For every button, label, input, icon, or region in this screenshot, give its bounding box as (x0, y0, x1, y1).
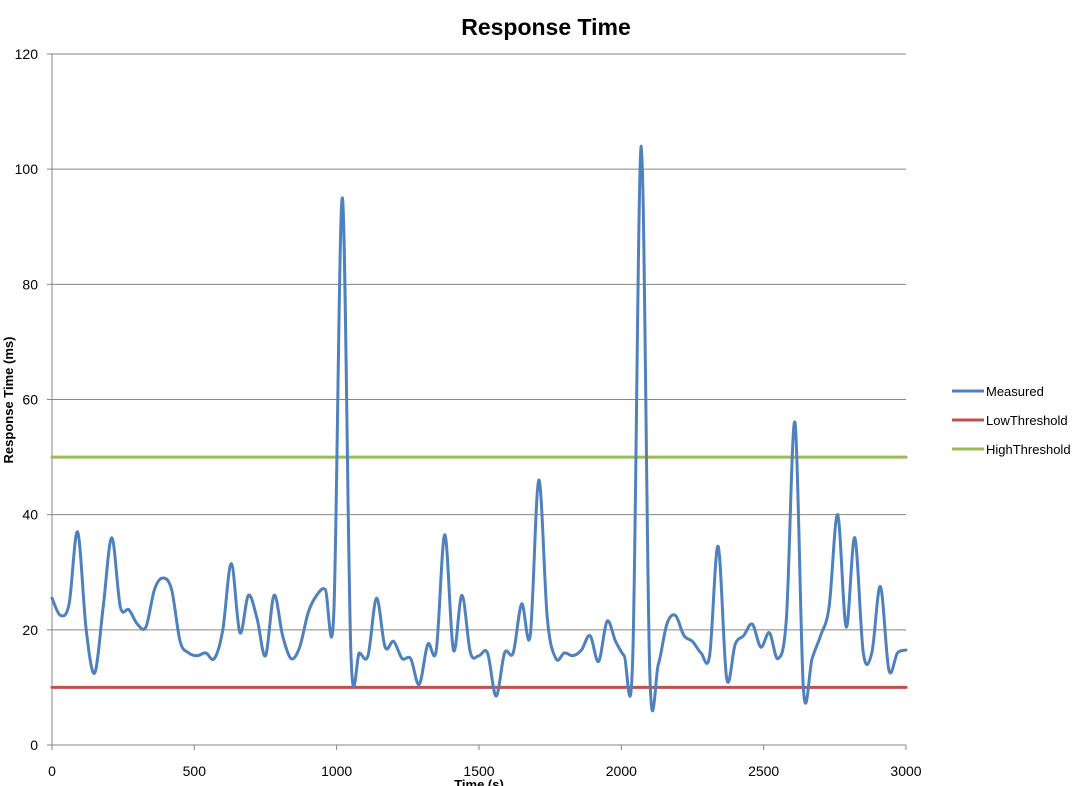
x-axis-label: Time (s) (454, 777, 504, 786)
y-tick-label: 20 (22, 622, 38, 638)
series-line-measured (50, 144, 908, 713)
y-tick-label: 60 (22, 392, 38, 408)
legend-label-lowthreshold: LowThreshold (986, 413, 1068, 428)
legend-label-measured: Measured (986, 384, 1044, 399)
y-axis-ticks: 0 20 40 60 80 100 120 (15, 46, 52, 753)
legend: Measured LowThreshold HighThreshold (952, 384, 1071, 457)
gridlines (52, 53, 906, 631)
x-tick-label: 1000 (321, 763, 352, 779)
y-tick-label: 100 (15, 161, 39, 177)
y-axis-label: Response Time (ms) (1, 337, 16, 464)
y-tick-label: 0 (30, 737, 38, 753)
x-tick-label: 3000 (890, 763, 921, 779)
x-axis-ticks: 0 500 1000 1500 2000 2500 3000 (48, 745, 922, 779)
x-tick-label: 0 (48, 763, 56, 779)
chart-title: Response Time (461, 14, 631, 40)
x-tick-label: 2500 (748, 763, 779, 779)
y-tick-label: 80 (22, 276, 38, 292)
y-tick-label: 120 (15, 46, 39, 62)
x-tick-label: 2000 (606, 763, 637, 779)
legend-label-highthreshold: HighThreshold (986, 442, 1071, 457)
series-lines (50, 144, 908, 713)
x-tick-label: 500 (183, 763, 207, 779)
x-tick-label: 1500 (463, 763, 494, 779)
y-tick-label: 40 (22, 507, 38, 523)
